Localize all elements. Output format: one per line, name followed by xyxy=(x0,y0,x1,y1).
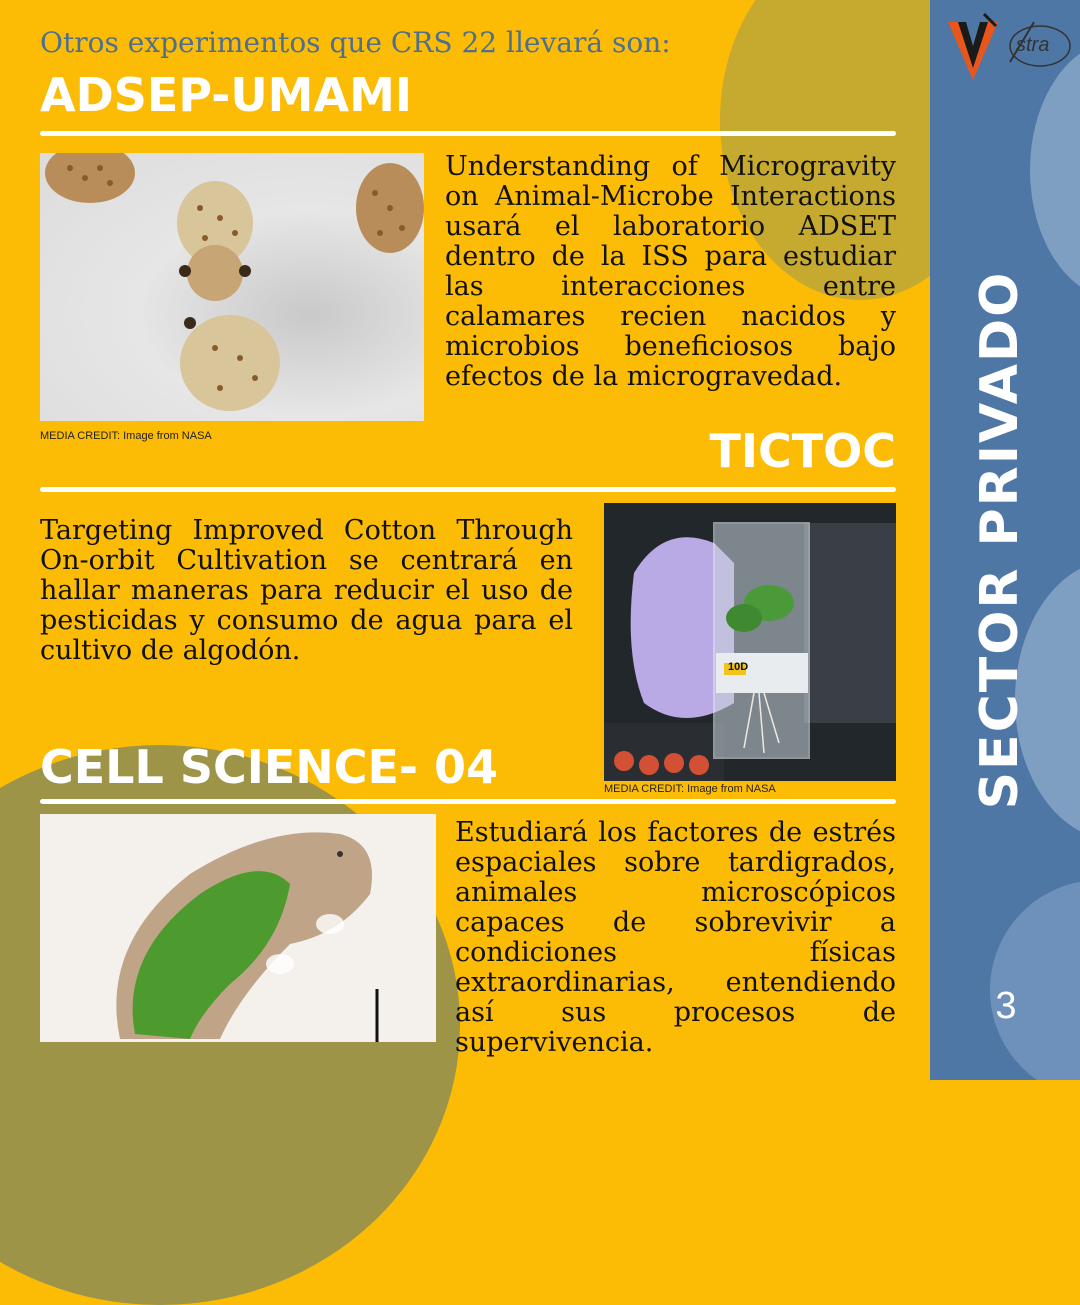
intro-text: Otros experimentos que CRS 22 llevará so… xyxy=(40,26,671,59)
sidebar-title: SECTOR PRIVADO xyxy=(970,270,1030,810)
media-credit: MEDIA CREDIT: Image from NASA xyxy=(40,430,212,442)
divider xyxy=(40,799,896,804)
astra-logo-text: stra xyxy=(1016,34,1050,56)
section-title-tictoc: TICTOC xyxy=(709,424,897,478)
sidebar-blob xyxy=(990,880,1080,1080)
section-title-cell-science: CELL SCIENCE- 04 xyxy=(40,740,499,794)
divider xyxy=(40,487,896,492)
cotton-plant-photo: 10D xyxy=(604,503,896,781)
section-text-adsep: Understanding of Microgravity on Animal-… xyxy=(445,151,896,392)
sidebar-blob xyxy=(1030,40,1080,300)
section-title-adsep: ADSEP-UMAMI xyxy=(40,68,412,122)
sidebar xyxy=(930,0,1080,1080)
tardigrade-photo xyxy=(40,814,436,1042)
media-credit: MEDIA CREDIT: Image from NASA xyxy=(604,783,776,795)
squid-photo xyxy=(40,153,424,421)
brand-logo-icon xyxy=(944,12,1002,82)
photo-label: 10D xyxy=(728,661,749,673)
page-number: 3 xyxy=(995,985,1017,1027)
section-text-cell-science: Estudiará los factores de estrés espacia… xyxy=(455,817,896,1058)
section-text-tictoc: Targeting Improved Cotton Through On-orb… xyxy=(40,515,573,666)
divider xyxy=(40,131,896,136)
astra-logo-icon: stra xyxy=(1008,18,1072,68)
